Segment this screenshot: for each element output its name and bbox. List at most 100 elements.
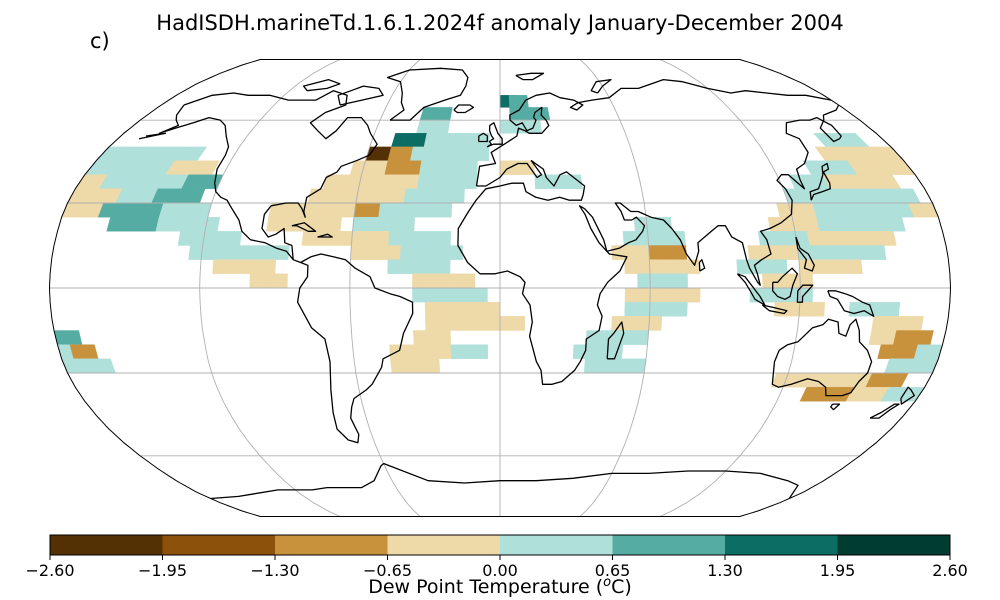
anomaly-cell xyxy=(568,174,583,189)
anomaly-cell xyxy=(557,174,572,189)
anomaly-cell xyxy=(609,344,624,359)
anomaly-cell xyxy=(315,217,330,232)
anomaly-cell xyxy=(427,188,442,204)
anomaly-cell xyxy=(762,287,776,303)
anomaly-cell xyxy=(367,188,383,204)
coastline-segment xyxy=(809,162,831,201)
anomaly-cell xyxy=(462,273,476,289)
coastline-segment xyxy=(795,236,815,272)
anomaly-cell xyxy=(636,302,651,317)
anomaly-cell xyxy=(391,188,406,204)
colorbar-swatch xyxy=(162,535,276,555)
anomaly-cell xyxy=(674,259,688,274)
anomaly-cell xyxy=(465,160,478,175)
anomaly-cell xyxy=(278,217,294,232)
anomaly-cell xyxy=(686,259,701,274)
colorbar-tick-label: 0.65 xyxy=(595,561,631,580)
anomaly-cell xyxy=(266,217,282,232)
anomaly-cell xyxy=(770,231,786,246)
coastline-segment xyxy=(302,78,341,92)
anomaly-cell xyxy=(649,273,663,289)
anomaly-cell xyxy=(327,217,342,232)
anomaly-cell xyxy=(896,316,912,331)
anomaly-cell xyxy=(414,202,429,218)
coastline-segment xyxy=(584,104,842,286)
anomaly-cell xyxy=(421,146,436,161)
anomaly-cell xyxy=(773,259,788,274)
anomaly-cell xyxy=(584,344,599,359)
anomaly-cell xyxy=(674,287,688,303)
anomaly-cell xyxy=(487,316,501,331)
anomaly-cell xyxy=(413,231,427,246)
anomaly-grid-cells xyxy=(53,95,951,402)
anomaly-cell xyxy=(674,273,688,289)
anomaly-cell xyxy=(454,146,468,161)
coastline-segment xyxy=(606,321,625,360)
anomaly-cell xyxy=(363,231,378,246)
anomaly-cell xyxy=(786,302,801,317)
anomaly-cell xyxy=(453,160,467,175)
coastline-segment xyxy=(453,104,475,114)
coastline-segment xyxy=(158,90,414,444)
anomaly-cell xyxy=(889,217,906,232)
anomaly-cell xyxy=(214,231,230,246)
coastline-segment xyxy=(590,78,612,94)
anomaly-cell xyxy=(772,245,787,260)
colorbar-tick-label: −1.30 xyxy=(250,561,299,580)
colorbar-swatches xyxy=(50,535,951,555)
anomaly-cell xyxy=(647,231,662,246)
anomaly-cell xyxy=(417,174,432,189)
colorbar: −2.60 −1.95 −1.30 −0.65 0.00 0.65 1.30 1.95 2.60… xyxy=(25,534,968,598)
colorbar-tick-label: 1.30 xyxy=(707,561,743,580)
coastline-segment xyxy=(515,72,545,81)
coastline-segment xyxy=(796,284,814,303)
anomaly-cell xyxy=(687,287,701,303)
anomaly-cell xyxy=(213,245,228,260)
anomaly-cell xyxy=(871,316,887,331)
anomaly-cell xyxy=(400,231,415,246)
coastline-segment xyxy=(477,132,489,143)
coastline-segment xyxy=(386,67,469,121)
coastline-segment xyxy=(317,233,333,238)
anomaly-cell xyxy=(413,330,427,345)
anomaly-cell xyxy=(798,302,813,317)
anomaly-cell xyxy=(762,273,776,289)
anomaly-cell xyxy=(402,202,417,218)
anomaly-cell xyxy=(624,259,638,274)
anomaly-cell xyxy=(262,259,277,274)
coastline-segment xyxy=(486,122,503,148)
anomaly-cell xyxy=(619,358,635,374)
anomaly-cell xyxy=(362,245,377,260)
anomaly-cell xyxy=(412,273,426,289)
anomaly-cell xyxy=(474,287,488,303)
coastline-segment xyxy=(900,386,915,405)
anomaly-cell xyxy=(390,358,405,374)
panel-label: c) xyxy=(90,29,110,53)
anomaly-cell xyxy=(595,358,610,374)
anomaly-cell xyxy=(449,273,463,289)
anomaly-cell xyxy=(662,273,676,289)
anomaly-cell xyxy=(846,245,862,260)
anomaly-cell xyxy=(487,302,501,317)
coastline-segment xyxy=(383,462,799,499)
anomaly-cell xyxy=(413,344,428,359)
anomaly-cell xyxy=(424,287,438,303)
anomaly-cell xyxy=(237,259,252,274)
anomaly-cell xyxy=(885,302,901,317)
anomaly-cell xyxy=(545,174,560,189)
anomaly-cell xyxy=(188,245,203,260)
anomaly-cell xyxy=(438,202,453,218)
anomaly-cell xyxy=(250,245,265,260)
coastline-segment xyxy=(830,403,841,411)
anomaly-cell xyxy=(451,188,465,204)
anomaly-cell xyxy=(474,316,488,331)
anomaly-cell xyxy=(452,174,466,189)
anomaly-cell xyxy=(834,245,850,260)
anomaly-cell xyxy=(400,245,414,260)
anomaly-cell xyxy=(636,245,650,260)
anomaly-cell xyxy=(437,330,452,345)
coastline-segment xyxy=(771,318,873,397)
anomaly-cell xyxy=(859,245,874,260)
graticule xyxy=(49,59,951,517)
anomaly-cell xyxy=(462,316,476,331)
